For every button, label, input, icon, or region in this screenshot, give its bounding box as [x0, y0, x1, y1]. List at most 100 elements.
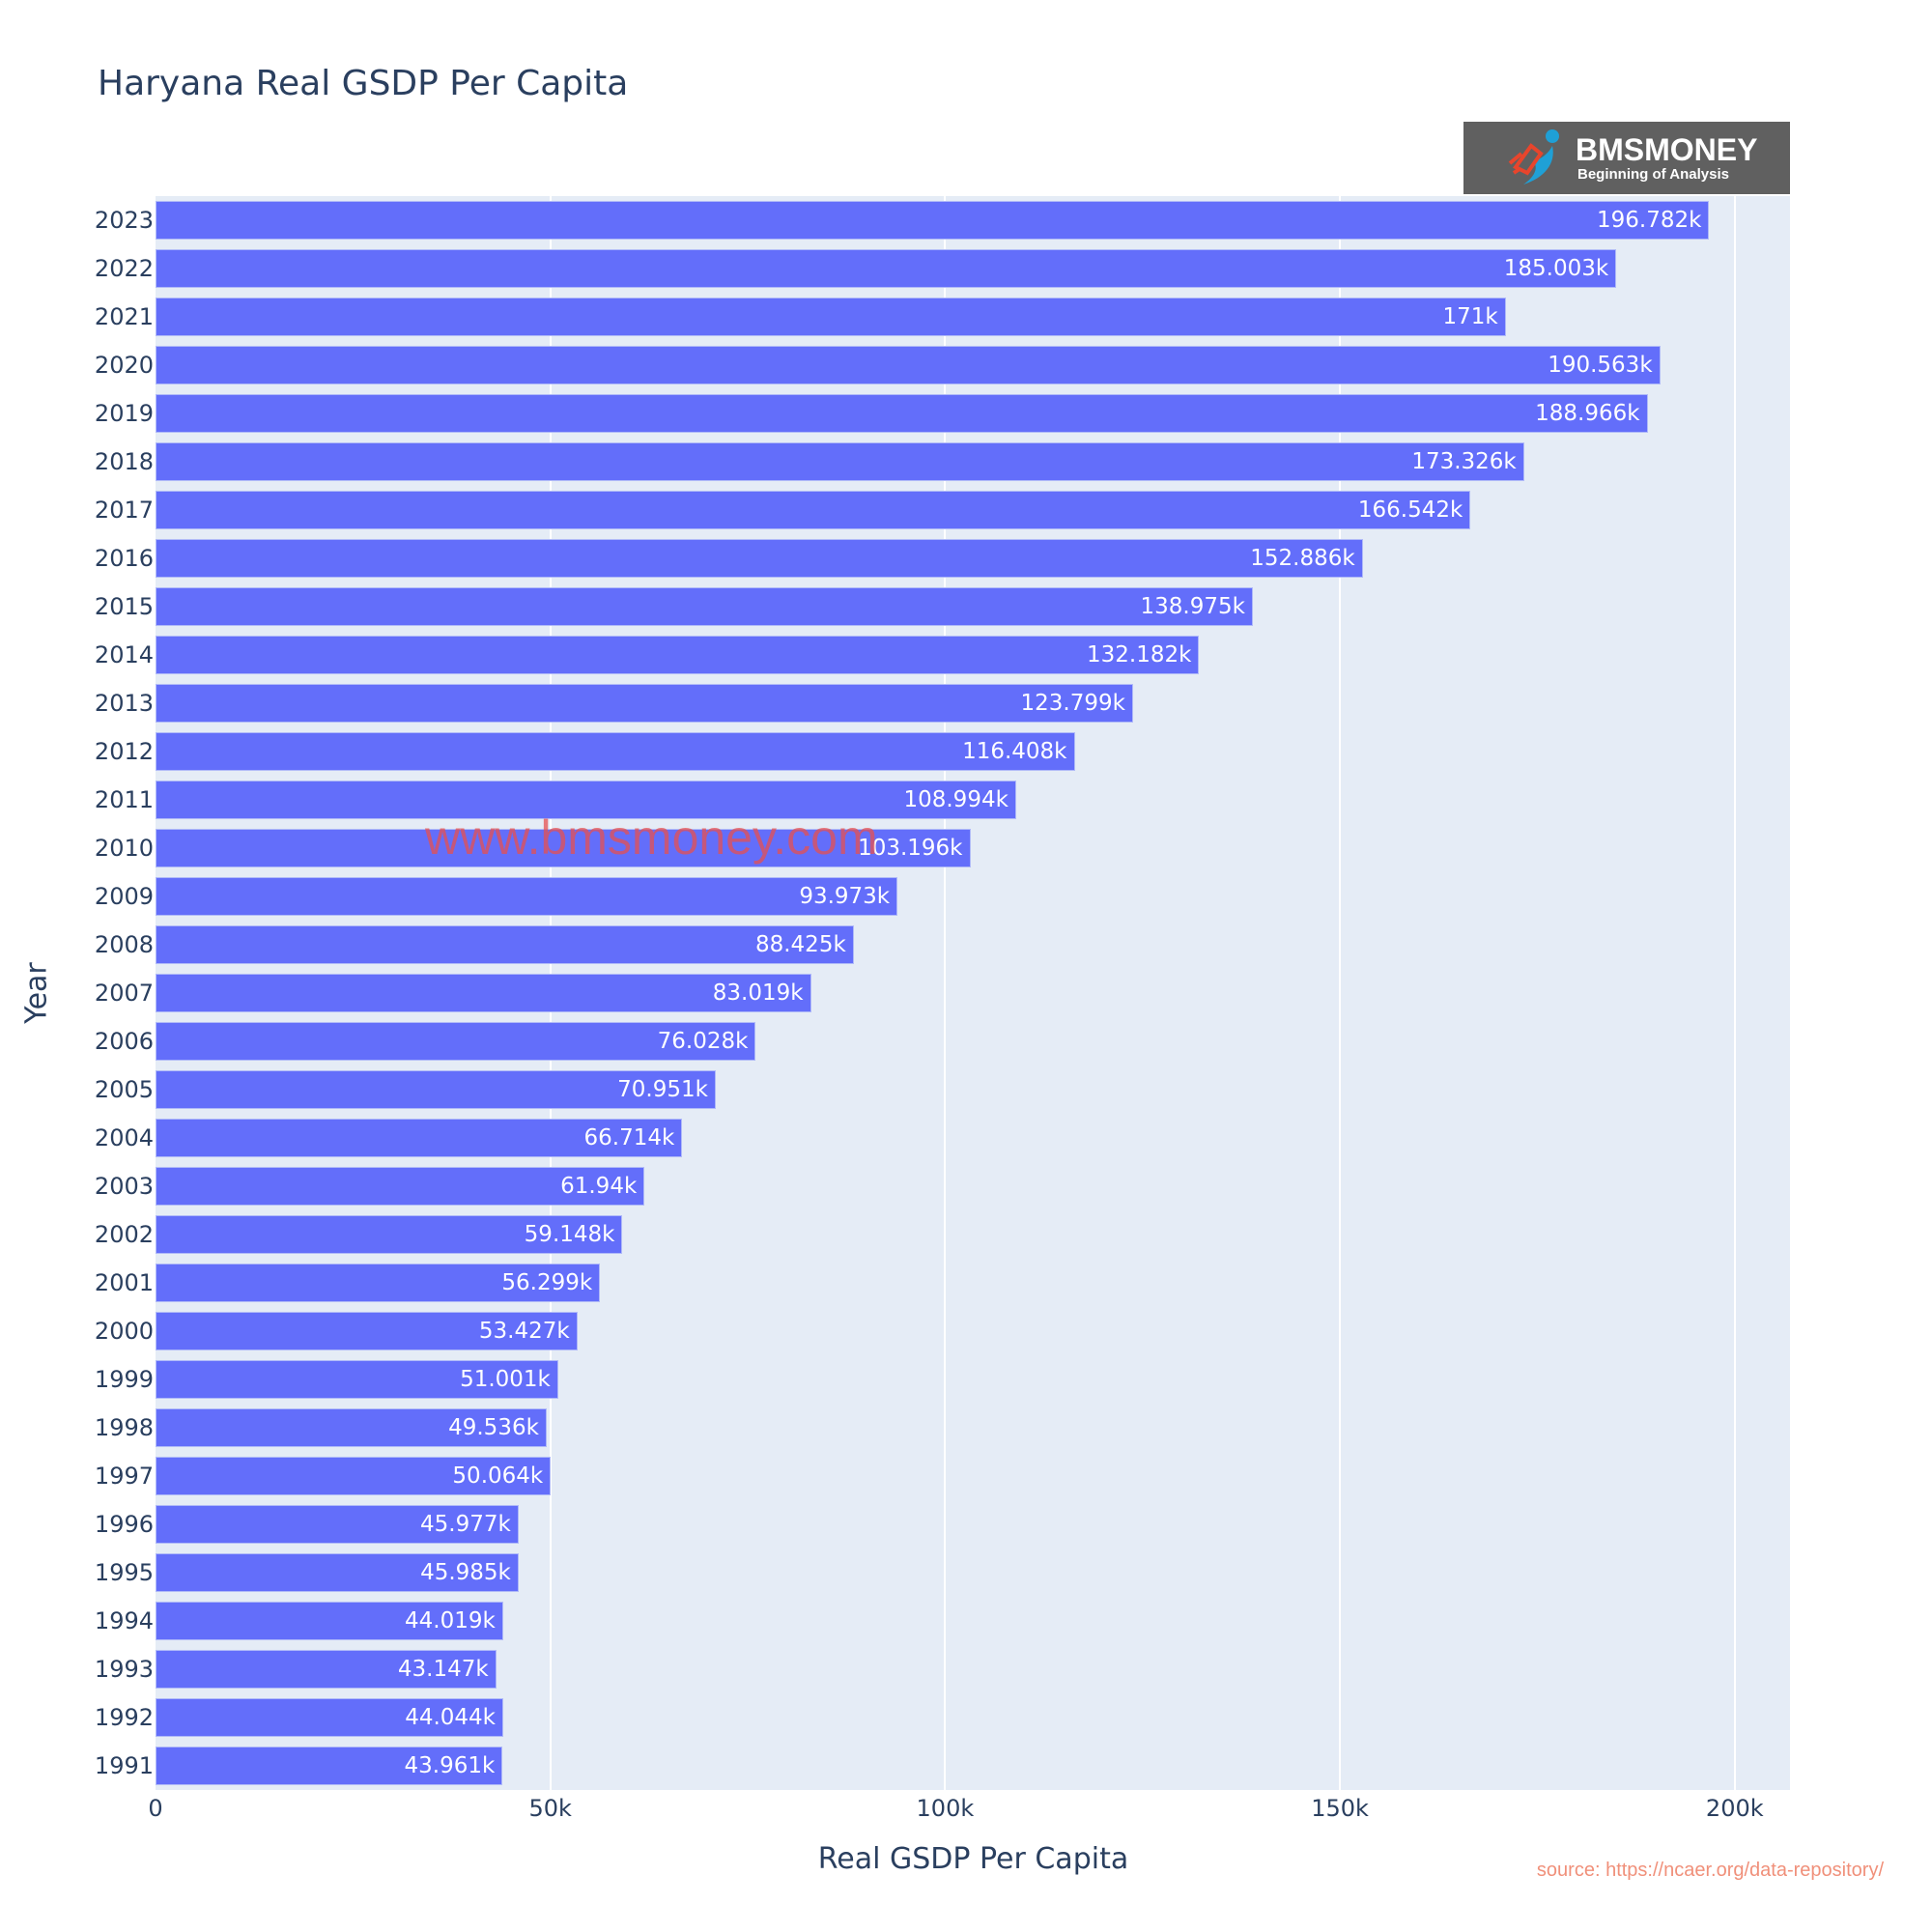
bar-value-label: 45.985k — [420, 1560, 511, 1585]
bar-2015[interactable]: 138.975k — [156, 587, 1253, 626]
y-tick-label: 2018 — [94, 448, 154, 475]
bar-2001[interactable]: 56.299k — [156, 1264, 601, 1302]
bar-value-label: 61.94k — [560, 1174, 638, 1199]
bar-value-label: 188.966k — [1535, 401, 1640, 426]
watermark: www.bmsmoney.com — [425, 810, 878, 865]
source-annotation: source: https://ncaer.org/data-repositor… — [1536, 1860, 1884, 1881]
bar-2005[interactable]: 70.951k — [156, 1070, 716, 1109]
bar-value-label: 108.994k — [903, 787, 1009, 812]
y-tick-label: 2013 — [94, 690, 154, 717]
y-tick-label: 2007 — [94, 980, 154, 1007]
y-tick-label: 2000 — [94, 1318, 154, 1345]
bar-value-label: 166.542k — [1357, 497, 1463, 523]
bar-2017[interactable]: 166.542k — [156, 491, 1471, 529]
bar-1997[interactable]: 50.064k — [156, 1457, 552, 1495]
y-tick-label: 2023 — [94, 207, 154, 234]
bar-1995[interactable]: 45.985k — [156, 1553, 519, 1592]
bar-2002[interactable]: 59.148k — [156, 1215, 623, 1254]
y-tick-label: 1995 — [94, 1559, 154, 1586]
y-tick-label: 1997 — [94, 1463, 154, 1490]
bar-2009[interactable]: 93.973k — [156, 877, 898, 916]
bar-1993[interactable]: 43.147k — [156, 1650, 497, 1689]
y-tick-label: 1994 — [94, 1607, 154, 1634]
y-tick-label: 2019 — [94, 400, 154, 427]
logo-name: BMSMONEY — [1576, 131, 1758, 167]
bar-value-label: 93.973k — [799, 884, 891, 909]
logo-icon — [1508, 128, 1559, 185]
bar-value-label: 56.299k — [501, 1270, 593, 1295]
bar-2021[interactable]: 171k — [156, 298, 1506, 336]
y-tick-label: 1999 — [94, 1366, 154, 1393]
bar-1991[interactable]: 43.961k — [156, 1747, 503, 1785]
chart-title: Haryana Real GSDP Per Capita — [98, 64, 629, 103]
y-tick-label: 2005 — [94, 1076, 154, 1103]
y-tick-label: 2022 — [94, 255, 154, 282]
bar-2022[interactable]: 185.003k — [156, 249, 1617, 288]
x-tick-label: 50k — [528, 1795, 572, 1822]
bar-2012[interactable]: 116.408k — [156, 732, 1075, 771]
y-tick-label: 2006 — [94, 1028, 154, 1055]
x-axis-title: Real GSDP Per Capita — [817, 1842, 1129, 1876]
x-tick-label: 0 — [148, 1795, 163, 1822]
plot-area: 196.782k 185.003k 171k 190.563k 188.966k 173.… — [156, 196, 1790, 1790]
bar-value-label: 88.425k — [754, 932, 846, 957]
y-axis-title: Year — [19, 962, 54, 1024]
y-tick-label: 2008 — [94, 931, 154, 958]
bar-value-label: 116.408k — [962, 739, 1067, 764]
bar-value-label: 53.427k — [478, 1319, 570, 1344]
bar-value-label: 152.886k — [1250, 546, 1355, 571]
bar-value-label: 190.563k — [1548, 353, 1653, 378]
bar-1998[interactable]: 49.536k — [156, 1408, 547, 1447]
x-gridline — [1733, 196, 1736, 1790]
bar-value-label: 196.782k — [1597, 208, 1702, 233]
y-tick-label: 1998 — [94, 1414, 154, 1441]
bar-value-label: 44.019k — [405, 1608, 496, 1634]
y-tick-label: 2012 — [94, 738, 154, 765]
bar-2011[interactable]: 108.994k — [156, 781, 1016, 819]
bar-1994[interactable]: 44.019k — [156, 1602, 503, 1640]
y-tick-label: 2017 — [94, 497, 154, 524]
bar-value-label: 132.182k — [1087, 642, 1192, 668]
bar-1999[interactable]: 51.001k — [156, 1360, 558, 1399]
bar-2010[interactable]: 103.196k — [156, 829, 971, 867]
bar-2016[interactable]: 152.886k — [156, 539, 1363, 578]
y-tick-label: 1996 — [94, 1511, 154, 1538]
y-tick-label: 1991 — [94, 1752, 154, 1779]
bar-2008[interactable]: 88.425k — [156, 925, 854, 964]
y-tick-label: 1992 — [94, 1704, 154, 1731]
bar-value-label: 66.714k — [583, 1125, 675, 1151]
bar-value-label: 185.003k — [1503, 256, 1609, 281]
bar-2003[interactable]: 61.94k — [156, 1167, 645, 1206]
bar-2000[interactable]: 53.427k — [156, 1312, 578, 1350]
bar-value-label: 103.196k — [858, 836, 963, 861]
x-tick-label: 150k — [1311, 1795, 1369, 1822]
bar-2013[interactable]: 123.799k — [156, 684, 1133, 723]
bar-2006[interactable]: 76.028k — [156, 1022, 756, 1061]
bar-2004[interactable]: 66.714k — [156, 1119, 683, 1157]
bar-2019[interactable]: 188.966k — [156, 394, 1648, 433]
y-tick-label: 2016 — [94, 545, 154, 572]
bar-2020[interactable]: 190.563k — [156, 346, 1661, 384]
y-tick-label: 1993 — [94, 1656, 154, 1683]
bar-2007[interactable]: 83.019k — [156, 974, 811, 1012]
bar-value-label: 59.148k — [524, 1222, 615, 1247]
bmsmoney-logo: BMSMONEY Beginning of Analysis — [1463, 122, 1790, 194]
bar-2018[interactable]: 173.326k — [156, 442, 1524, 481]
bar-2014[interactable]: 132.182k — [156, 636, 1200, 674]
bar-2023[interactable]: 196.782k — [156, 201, 1710, 240]
bar-value-label: 44.044k — [405, 1705, 496, 1730]
y-tick-label: 2004 — [94, 1124, 154, 1151]
bar-value-label: 43.961k — [404, 1753, 496, 1778]
y-tick-label: 2003 — [94, 1173, 154, 1200]
y-tick-label: 2010 — [94, 835, 154, 862]
bar-1996[interactable]: 45.977k — [156, 1505, 519, 1544]
bar-value-label: 123.799k — [1020, 691, 1125, 716]
bar-1992[interactable]: 44.044k — [156, 1698, 503, 1737]
y-tick-label: 2015 — [94, 593, 154, 620]
bar-value-label: 49.536k — [448, 1415, 539, 1440]
y-tick-label: 2009 — [94, 883, 154, 910]
bar-value-label: 173.326k — [1411, 449, 1517, 474]
x-gridline — [1339, 196, 1342, 1790]
bar-value-label: 45.977k — [420, 1512, 511, 1537]
bar-value-label: 70.951k — [617, 1077, 708, 1102]
